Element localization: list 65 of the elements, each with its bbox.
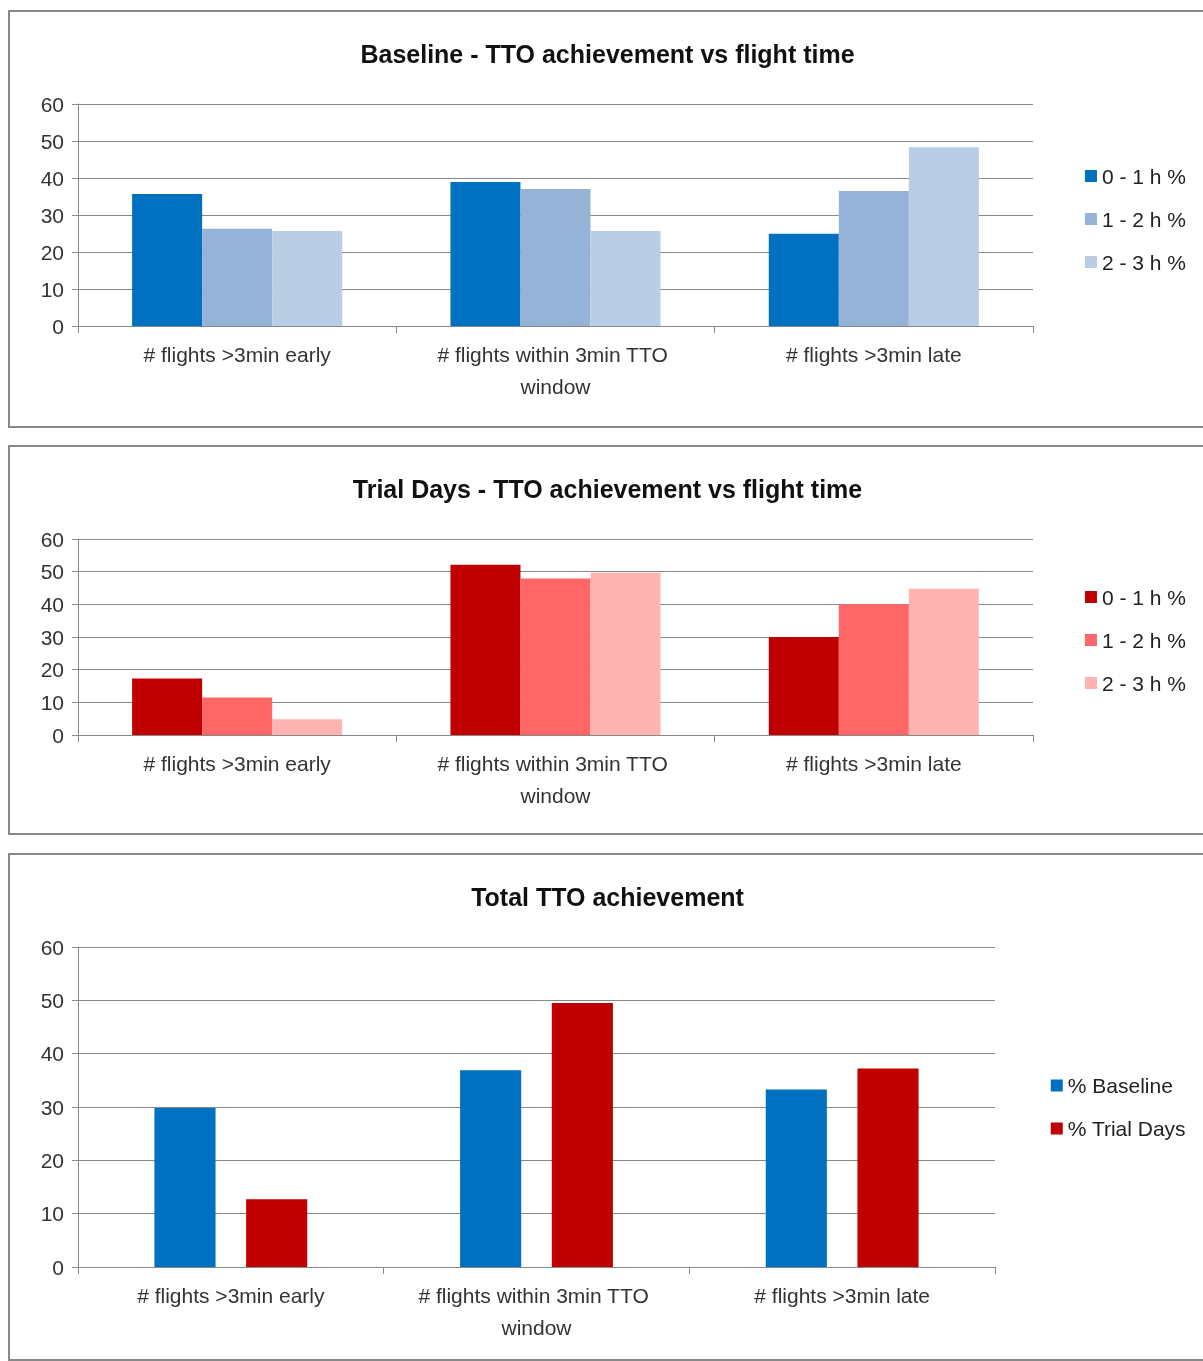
bar	[768, 233, 839, 326]
legend-label: 2 - 3 h %	[1101, 671, 1187, 695]
x-tick-label: # flights within 3min TTO window	[418, 1283, 655, 1339]
y-tick-label: 30	[40, 203, 64, 227]
bar	[838, 190, 909, 326]
bar	[768, 637, 839, 735]
legend-label: % Trial Days	[1067, 1117, 1186, 1140]
y-tick-label: 50	[40, 560, 64, 584]
y-tick-label: 20	[40, 240, 64, 264]
x-tick-label: # flights >3min early	[137, 1283, 325, 1307]
x-tick-label: # flights within 3min TTO window	[437, 751, 674, 807]
x-tick-label: # flights >3min early	[143, 751, 332, 775]
x-tick-label: # flights >3min late	[785, 342, 962, 366]
bar	[765, 1089, 827, 1267]
chart-title: Trial Days - TTO achievement vs flight time	[352, 474, 863, 503]
bar	[272, 719, 343, 735]
bar	[838, 604, 909, 735]
y-tick-label: 0	[52, 314, 64, 338]
y-tick-label: 50	[40, 988, 64, 1012]
chart-title: Total TTO achievement	[471, 882, 745, 911]
y-tick-label: 30	[40, 625, 64, 649]
y-tick-label: 0	[52, 1255, 64, 1279]
x-tick-label: # flights >3min early	[143, 342, 332, 366]
chart-title: Baseline - TTO achievement vs flight time	[360, 39, 855, 68]
y-tick-label: 60	[40, 527, 64, 551]
x-tick-label: # flights within 3min TTO window	[437, 342, 674, 398]
bar	[857, 1068, 919, 1267]
bar	[908, 588, 979, 735]
bar	[520, 578, 591, 735]
bar	[590, 572, 661, 735]
legend-label: 1 - 2 h %	[1101, 628, 1187, 652]
y-tick-label: 20	[40, 658, 64, 682]
bar	[590, 230, 661, 326]
bar	[132, 678, 203, 735]
bar	[154, 1108, 216, 1267]
legend-label: 1 - 2 h %	[1101, 207, 1187, 231]
legend-label: 0 - 1 h %	[1101, 585, 1187, 609]
bar	[272, 230, 343, 326]
y-tick-label: 40	[40, 1042, 64, 1066]
y-tick-label: 20	[40, 1148, 64, 1172]
y-tick-label: 10	[40, 277, 64, 301]
bar	[908, 147, 979, 326]
bar	[520, 189, 591, 326]
bar	[202, 228, 273, 326]
y-tick-label: 50	[40, 129, 64, 153]
y-tick-label: 30	[40, 1095, 64, 1119]
legend-label: % Baseline	[1067, 1074, 1173, 1097]
legend-label: 0 - 1 h %	[1101, 164, 1187, 188]
x-tick-label: # flights >3min late	[785, 751, 962, 775]
y-tick-label: 40	[40, 166, 64, 190]
y-tick-label: 10	[40, 1202, 64, 1226]
legend-label: 2 - 3 h %	[1101, 250, 1187, 274]
bar	[450, 564, 521, 735]
y-tick-label: 40	[40, 592, 64, 616]
bar	[551, 1003, 613, 1267]
bar	[132, 193, 203, 326]
y-tick-label: 0	[52, 723, 64, 747]
bar	[460, 1070, 522, 1267]
x-tick-label: # flights >3min late	[754, 1283, 931, 1307]
y-tick-label: 60	[40, 935, 64, 959]
bar	[246, 1199, 308, 1267]
bar	[202, 697, 273, 735]
y-tick-label: 60	[40, 92, 64, 116]
y-tick-label: 10	[40, 690, 64, 714]
bar	[450, 182, 521, 326]
